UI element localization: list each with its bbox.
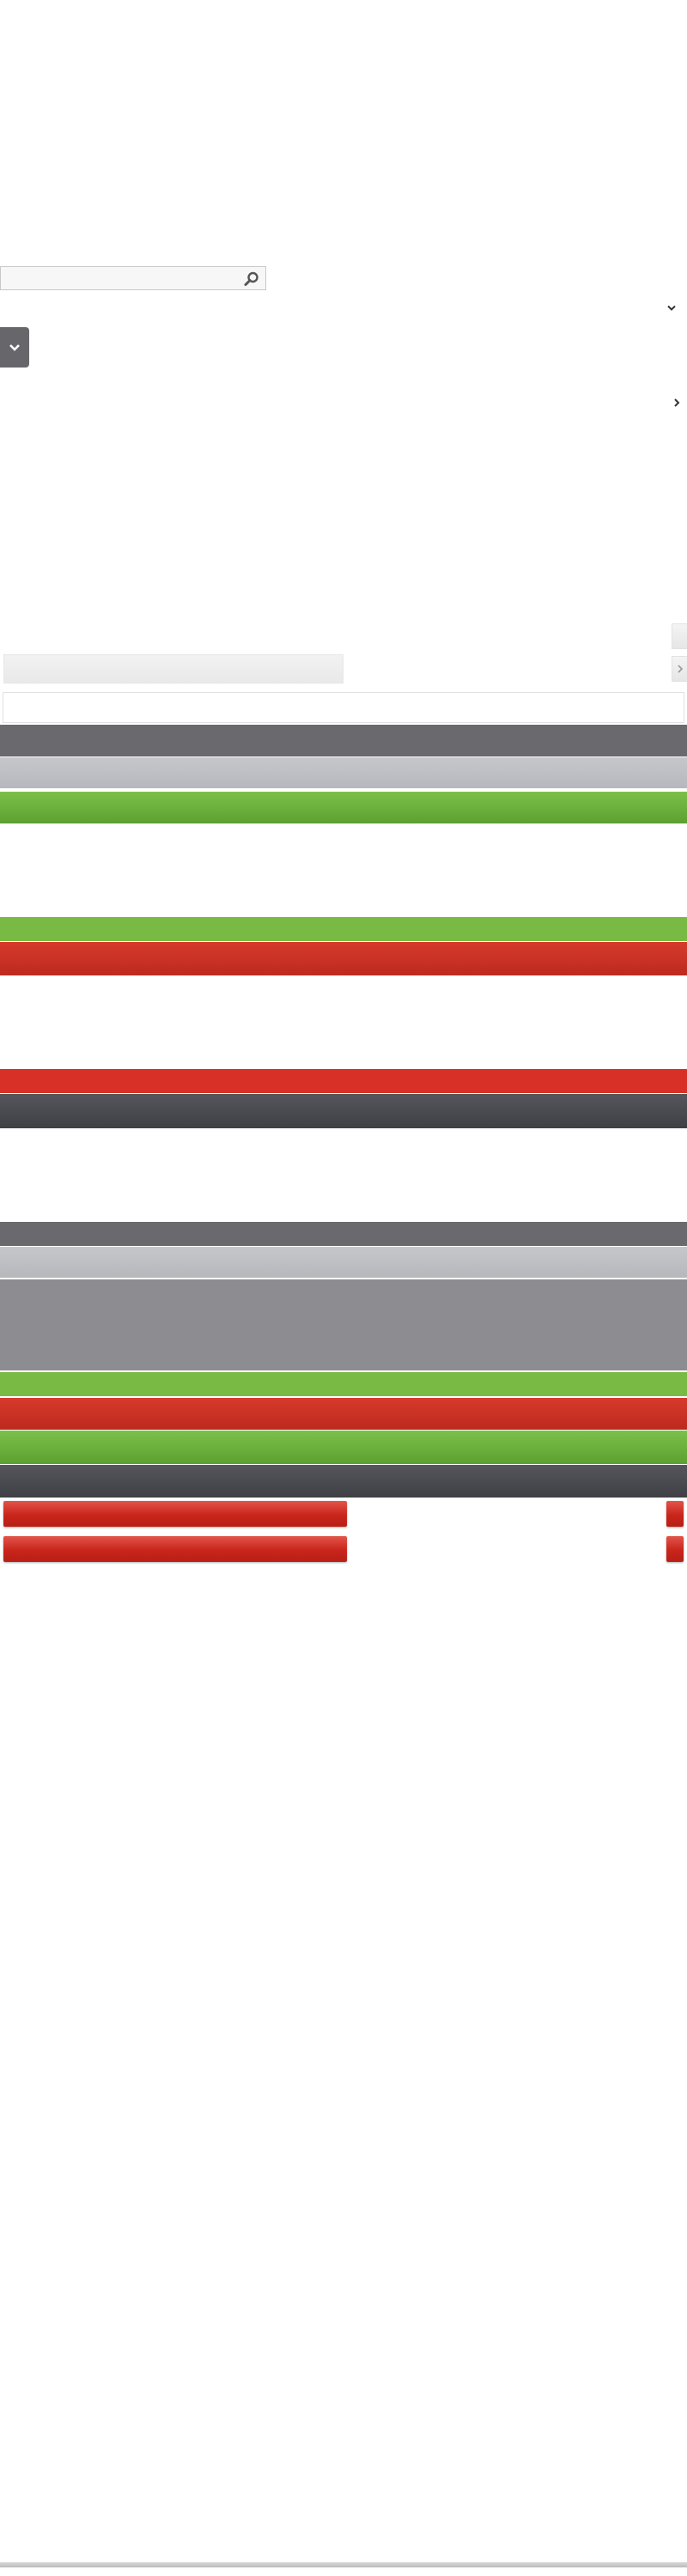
search-icon[interactable] bbox=[243, 270, 260, 288]
light-grey-band bbox=[0, 757, 687, 788]
dark-grey-band-2 bbox=[0, 1222, 687, 1246]
green-band-2 bbox=[0, 1431, 687, 1464]
content-panel bbox=[3, 692, 684, 723]
light-grey-band-2 bbox=[0, 1247, 687, 1278]
dropdown-toggle-button[interactable] bbox=[0, 327, 29, 368]
chevron-right-icon bbox=[678, 665, 684, 673]
charcoal-band bbox=[0, 1094, 687, 1128]
red-band bbox=[0, 942, 687, 975]
red-button[interactable] bbox=[3, 1501, 347, 1527]
dark-grey-band bbox=[0, 725, 687, 756]
chevron-down-icon[interactable] bbox=[666, 302, 678, 314]
green-flat-band bbox=[0, 917, 687, 941]
red-button-2[interactable] bbox=[3, 1536, 347, 1562]
grey-block bbox=[0, 1279, 687, 1370]
charcoal-band-2 bbox=[0, 1465, 687, 1498]
light-panel bbox=[3, 654, 344, 683]
chevron-down-icon bbox=[9, 344, 20, 351]
green-flat-band-2 bbox=[0, 1372, 687, 1396]
search-box bbox=[0, 266, 266, 290]
chevron-right-icon[interactable] bbox=[671, 397, 683, 409]
red-flat-band bbox=[0, 1069, 687, 1093]
green-band bbox=[0, 792, 687, 823]
red-button-small-2[interactable] bbox=[666, 1536, 684, 1562]
tab-stub[interactable] bbox=[672, 623, 687, 649]
red-band-2 bbox=[0, 1398, 687, 1430]
red-button-small[interactable] bbox=[666, 1501, 684, 1527]
search-input[interactable] bbox=[4, 270, 240, 289]
bottom-divider bbox=[0, 2562, 687, 2567]
tab-stub-next[interactable] bbox=[672, 656, 687, 682]
